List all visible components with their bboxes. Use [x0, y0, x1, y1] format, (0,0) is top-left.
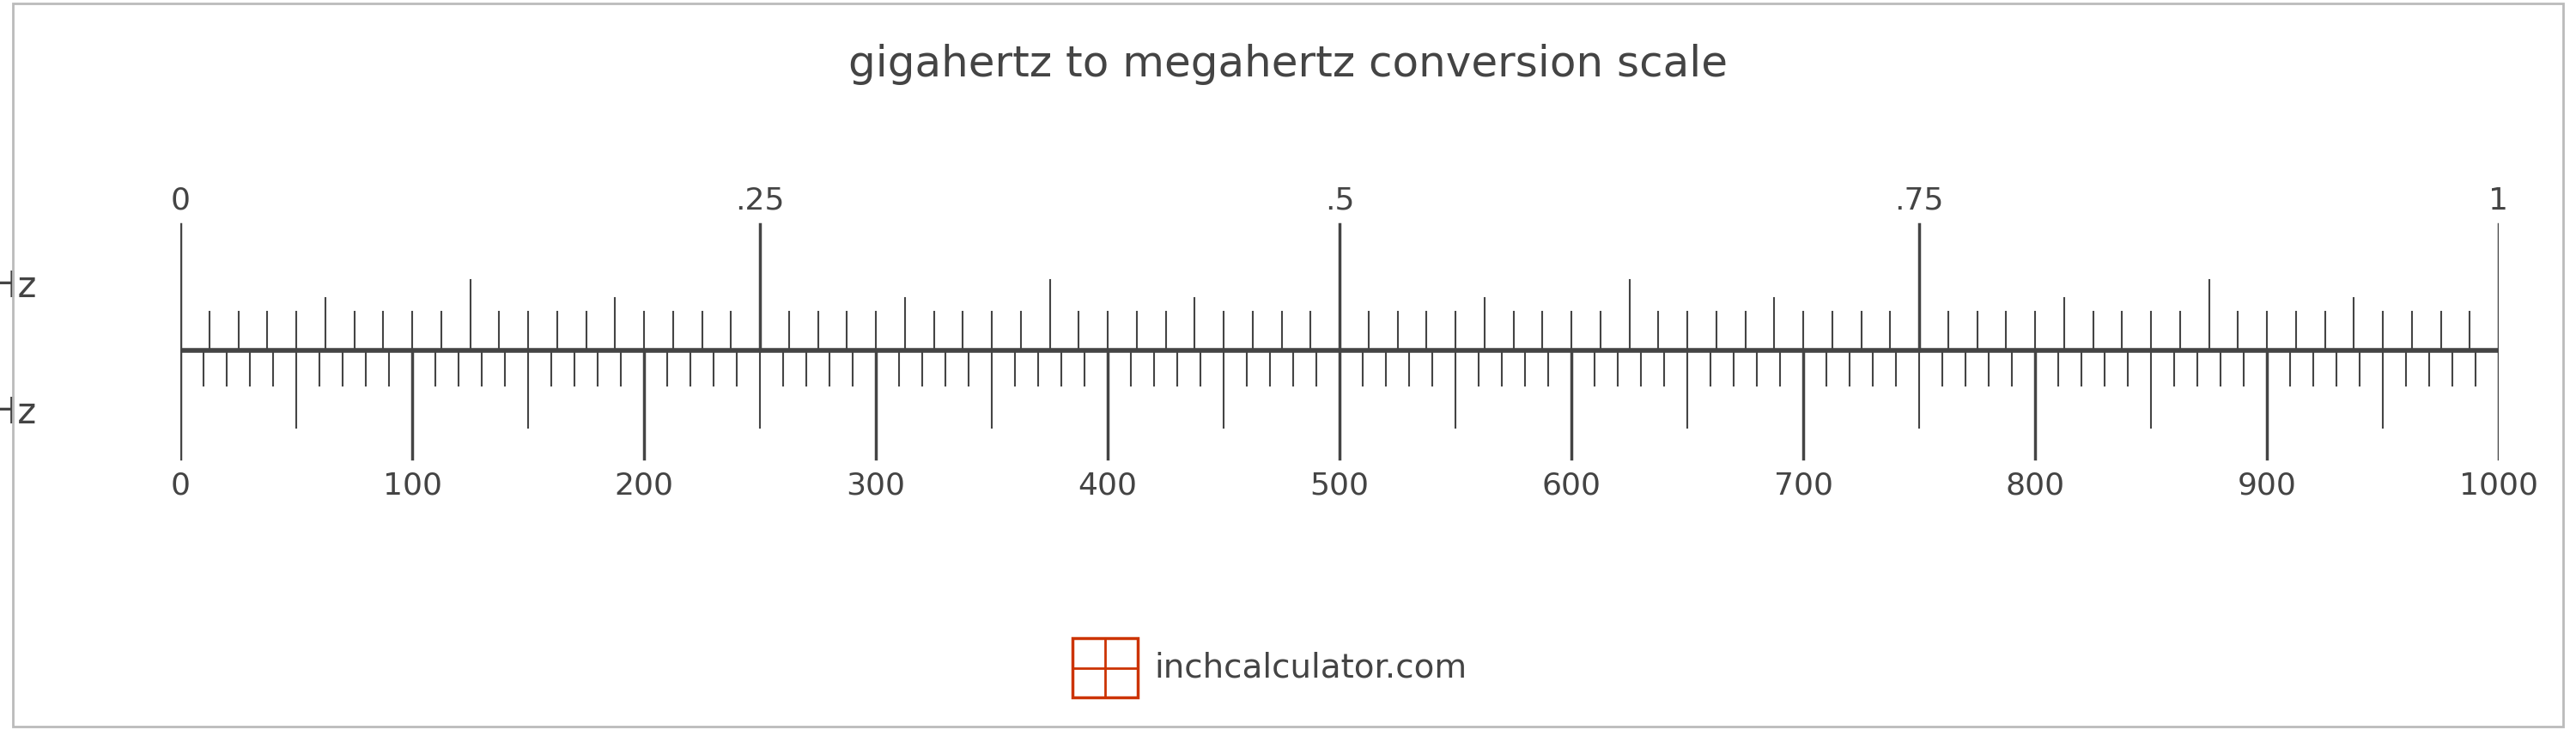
Text: .25: .25 [734, 186, 786, 215]
Text: 0: 0 [170, 472, 191, 501]
Text: inchcalculator.com: inchcalculator.com [1154, 652, 1466, 684]
Text: 400: 400 [1077, 472, 1139, 501]
Text: 300: 300 [845, 472, 907, 501]
Text: .5: .5 [1324, 186, 1355, 215]
Text: 700: 700 [1775, 472, 1834, 501]
Text: 500: 500 [1309, 472, 1370, 501]
Text: 1: 1 [2488, 186, 2509, 215]
Text: MHz: MHz [0, 396, 36, 431]
Text: 1000: 1000 [2460, 472, 2537, 501]
Text: 900: 900 [2239, 472, 2295, 501]
Text: 200: 200 [613, 472, 675, 501]
Text: 800: 800 [2004, 472, 2066, 501]
Text: 0: 0 [170, 186, 191, 215]
Text: 100: 100 [381, 472, 443, 501]
Text: 600: 600 [1540, 472, 1600, 501]
Text: .75: .75 [1893, 186, 1945, 215]
Text: gigahertz to megahertz conversion scale: gigahertz to megahertz conversion scale [848, 44, 1728, 85]
Text: GHz: GHz [0, 269, 36, 305]
